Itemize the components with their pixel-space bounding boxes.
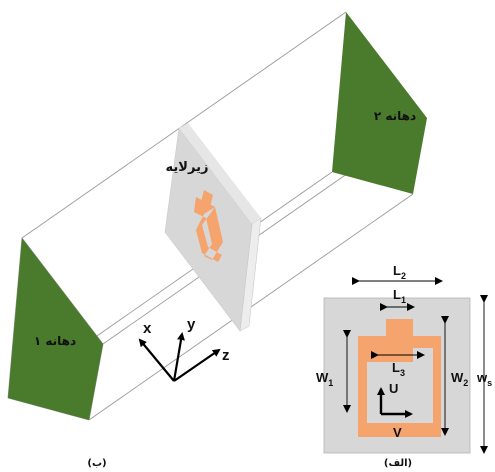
coordinate-axes (138, 332, 221, 382)
resonator (358, 319, 441, 437)
port-1-face (8, 238, 103, 420)
panel-a-caption: (الف) (384, 458, 412, 469)
vector-V-label: V (393, 425, 402, 440)
axis-x-label: x (143, 320, 152, 337)
unit-cell-diagram: L2 L1 L3 W1 W2 ws U V (الف) (316, 263, 492, 469)
dim-Ws-label: ws (476, 370, 492, 388)
dim-L3-label: L3 (392, 360, 405, 378)
substrate-label: زیرلایه (166, 160, 209, 175)
resonator-3d (194, 197, 223, 262)
uv-vectors (377, 387, 413, 418)
dim-L2-label: L2 (393, 263, 406, 281)
dim-W2-label: W2 (451, 370, 468, 388)
port-1-label: دهانه ۱ (34, 334, 76, 348)
waveguide-diagram: دهانه ۲ زیرلایه دهانه ۱ x y z (ب) (7, 11, 428, 469)
resonator-stub (201, 190, 213, 207)
dimension-lines (343, 277, 488, 454)
dim-W1-label: W1 (316, 370, 333, 388)
panel-b-caption: (ب) (87, 458, 106, 469)
substrate (164, 123, 262, 332)
port-2-label: دهانه ۲ (374, 109, 416, 123)
port-2-face (332, 12, 427, 194)
vector-U-label: U (389, 381, 398, 396)
dim-L1-label: L1 (393, 287, 406, 305)
resonator-feed (389, 423, 412, 437)
axis-z-label: z (222, 347, 230, 364)
axis-y-label: y (187, 316, 196, 333)
substrate-top (179, 123, 261, 224)
